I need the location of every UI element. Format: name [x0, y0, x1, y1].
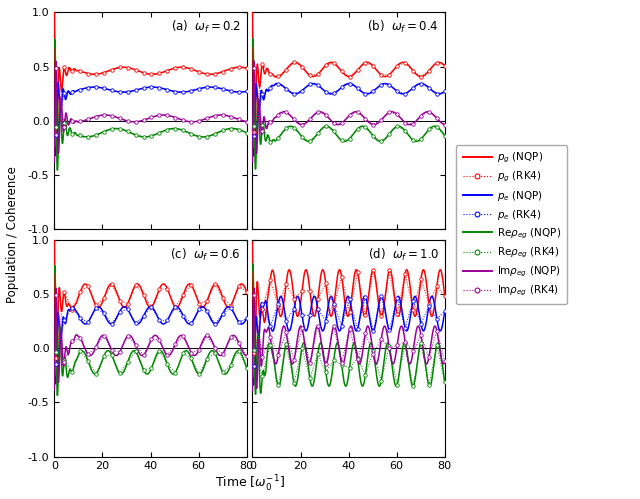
Text: (c)  $\omega_f = 0.6$: (c) $\omega_f = 0.6$	[170, 247, 241, 262]
Text: (d)  $\omega_f = 1.0$: (d) $\omega_f = 1.0$	[367, 247, 439, 262]
Legend: $p_g$ (NQP), $p_g$ (RK4), $p_e$ (NQP), $p_e$ (RK4), Re$\rho_{eg}$ (NQP), Re$\rho: $p_g$ (NQP), $p_g$ (RK4), $p_e$ (NQP), $…	[456, 145, 568, 304]
Text: Population / Coherence: Population / Coherence	[6, 166, 19, 303]
Text: (a)  $\omega_f = 0.2$: (a) $\omega_f = 0.2$	[171, 19, 241, 35]
Text: Time $[\omega_0^{-1}]$: Time $[\omega_0^{-1}]$	[214, 474, 285, 494]
Text: (b)  $\omega_f = 0.4$: (b) $\omega_f = 0.4$	[367, 19, 439, 35]
